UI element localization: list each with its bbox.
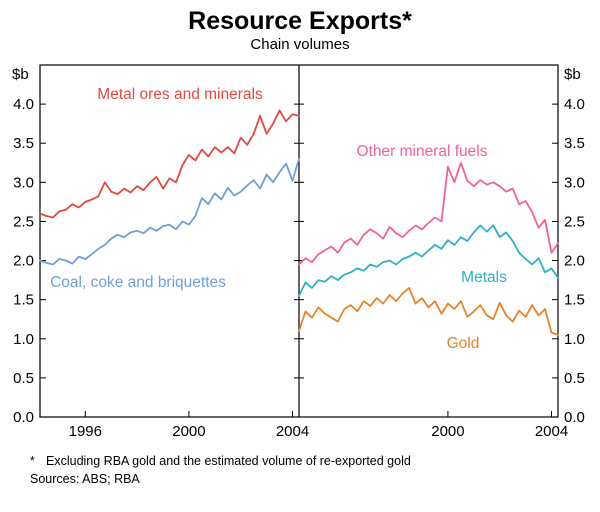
chart-title: Resource Exports* (188, 7, 412, 35)
series-line-gold (298, 286, 559, 336)
series-line-metal-ores-and-minerals (39, 109, 300, 219)
y-tick-label-right: 2.5 (564, 213, 585, 230)
y-tick-label-right: 0.0 (564, 409, 585, 426)
footnote-line: * Excluding RBA gold and the estimated v… (30, 453, 600, 471)
series-label-gold: Gold (447, 335, 480, 352)
y-tick-label-left: 0.0 (13, 409, 34, 426)
series-line-coal-coke-and-briquettes (39, 158, 300, 266)
y-tick-label-left: 2.5 (13, 213, 34, 230)
series-label-metals: Metals (461, 269, 507, 286)
series-label-other-mineral-fuels: Other mineral fuels (357, 143, 488, 160)
chart-subtitle: Chain volumes (250, 36, 350, 53)
y-tick-label-right: 4.0 (564, 96, 585, 113)
y-tick-label-left: 1.5 (13, 292, 34, 309)
sources-text: Sources: ABS; RBA (30, 471, 140, 486)
unit-label-right: $b (564, 66, 581, 83)
y-tick-label-right: 2.0 (564, 253, 585, 270)
footnotes: * Excluding RBA gold and the estimated v… (30, 453, 600, 488)
series-label-metal-ores-and-minerals: Metal ores and minerals (97, 86, 263, 103)
chart-canvas: 0.0 0.0 0.5 0.5 1.0 1.0 1.5 1.5 2.0 2.0 2.5 2.5 3.0 3… (12, 64, 585, 440)
x-tick-label: 1996 (69, 423, 102, 440)
y-tick-label-left: 0.5 (13, 370, 34, 387)
series-label-coal-coke-and-briquettes: Coal, coke and briquettes (50, 274, 226, 291)
x-tick-label: 2000 (431, 423, 464, 440)
x-tick-label: 2004 (276, 423, 309, 440)
x-tick-label: 2000 (172, 423, 205, 440)
series-line-other-mineral-fuels (298, 161, 559, 266)
unit-label-left: $b (12, 66, 29, 83)
y-tick-label-right: 1.0 (564, 331, 585, 348)
y-tick-label-right: 0.5 (564, 370, 585, 387)
footnote-asterisk: * (30, 454, 35, 468)
footnote-text: Excluding RBA gold and the estimated vol… (46, 454, 411, 468)
y-tick-label-right: 3.0 (564, 174, 585, 191)
x-tick-label: 2004 (535, 423, 568, 440)
series-line-metals (298, 224, 559, 297)
y-tick-label-right: 1.5 (564, 292, 585, 309)
y-tick-label-left: 1.0 (13, 331, 34, 348)
y-tick-label-right: 3.5 (564, 135, 585, 152)
y-tick-label-left: 2.0 (13, 253, 34, 270)
y-tick-label-left: 3.0 (13, 174, 34, 191)
y-tick-label-left: 3.5 (13, 135, 34, 152)
y-tick-label-left: 4.0 (13, 96, 34, 113)
